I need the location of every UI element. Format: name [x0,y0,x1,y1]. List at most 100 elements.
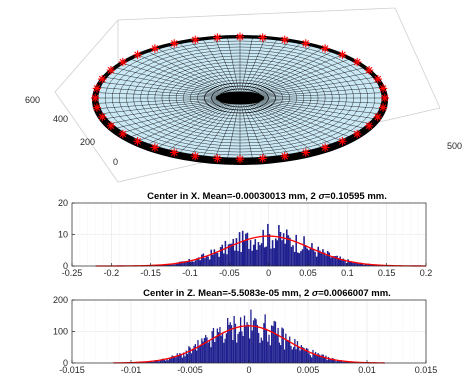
histogram-bar [196,350,198,363]
rim-marker [106,66,116,75]
histogram-bar [267,341,269,363]
x-tick-label: 0.05 [299,268,317,278]
histogram-bar [353,261,356,266]
histogram-bar [161,264,164,266]
histogram-bar [211,331,213,363]
histogram-bar [314,251,316,266]
surface-ytick-label: 0 [113,157,118,167]
histogram-bar [207,342,209,363]
rim-marker [90,93,100,103]
histogram-bar [234,250,236,266]
histogram-bar [240,252,242,266]
histogram-bar [291,349,293,363]
histogram-bar [178,261,181,266]
rim-marker [258,154,267,163]
histogram-bar [333,358,335,363]
rim-marker [98,74,107,84]
rim-markers [90,32,390,164]
histogram-bar [322,354,324,363]
histogram-bar [301,347,304,363]
histogram-bar [345,263,348,266]
histogram-bar [246,322,248,363]
histogram-bar [238,232,241,266]
rim-marker [320,44,330,53]
histogram-bar [300,251,302,266]
histogram-bar [155,359,158,363]
histogram-bar [292,347,295,363]
histogram-bar [298,253,301,266]
histogram-bar [334,256,337,266]
histogram-bar [203,337,206,363]
histogram-bar [344,260,346,266]
histogram-bar [202,253,205,266]
histogram-bar [267,223,269,266]
histogram-bar [171,263,173,266]
histogram-bar [320,253,323,266]
surface-plot: 0 200 400 600 500 [25,7,462,183]
histogram-bar [174,264,176,266]
histogram-bar [292,245,294,266]
histogram-bar [273,320,275,363]
rim-marker [280,35,289,44]
histogram-bar [321,354,323,363]
histogram-bar [214,341,216,363]
histogram-bar [322,249,324,266]
histogram-bar [317,352,319,363]
rim-marker [118,57,128,67]
histogram-bar [194,344,197,363]
y-tick-label: 0 [63,261,68,271]
rim-marker [92,103,102,112]
histogram-bar [315,256,318,266]
histogram-bar [276,240,279,266]
histogram-bar [174,357,176,363]
histogram-bar [282,328,284,363]
histogram-bar [257,242,260,266]
histogram-bar [167,264,170,266]
histogram-bar [290,246,293,266]
rim-marker [364,66,374,75]
histogram-bar [236,342,238,363]
y-tick-label: 200 [53,295,68,305]
histogram-bar [330,359,332,363]
histogram-bar [225,333,228,363]
histogram-bar [331,358,334,363]
histogram-bar [296,252,299,266]
rim-marker [150,143,160,152]
histogram-bar [259,342,261,363]
histogram-bar [199,260,202,266]
histogram-bar [343,361,345,363]
histogram-bar [340,360,343,363]
histogram-bar [325,255,327,266]
histogram-bar [281,240,283,266]
histogram-bar [166,358,168,363]
rim-marker [378,84,388,93]
histogram-bar [164,360,167,363]
histogram-bar [227,318,229,363]
histogram-bar [256,249,258,266]
histogram-bar [279,231,282,266]
rim-marker [118,129,128,139]
histogram-bar [287,340,290,363]
histogram-bar [223,253,225,266]
histogram-bar [309,355,312,363]
histogram-bar [208,259,211,266]
histogram-bars [95,223,426,266]
histogram-bar [221,244,224,266]
histogram-bar [358,263,360,266]
histogram-bar [268,334,270,363]
histogram-bar [232,340,234,363]
histogram-bar [272,326,274,363]
histogram-bar [186,261,189,266]
histogram-bar [270,248,272,266]
histogram-bar [181,357,184,363]
histogram-bar [314,351,317,363]
histogram-bar [186,353,189,363]
histogram-bar [312,349,314,363]
histogram-bar [282,233,285,266]
histogram-bar [170,357,172,363]
histogram-bar [201,254,203,266]
rim-marker [320,143,330,152]
histogram-z-title-part-1: Center in Z. Mean=-5.5083e-05 mm, 2 [143,288,312,299]
histogram-bar [325,355,327,363]
histogram-bar [207,256,209,266]
